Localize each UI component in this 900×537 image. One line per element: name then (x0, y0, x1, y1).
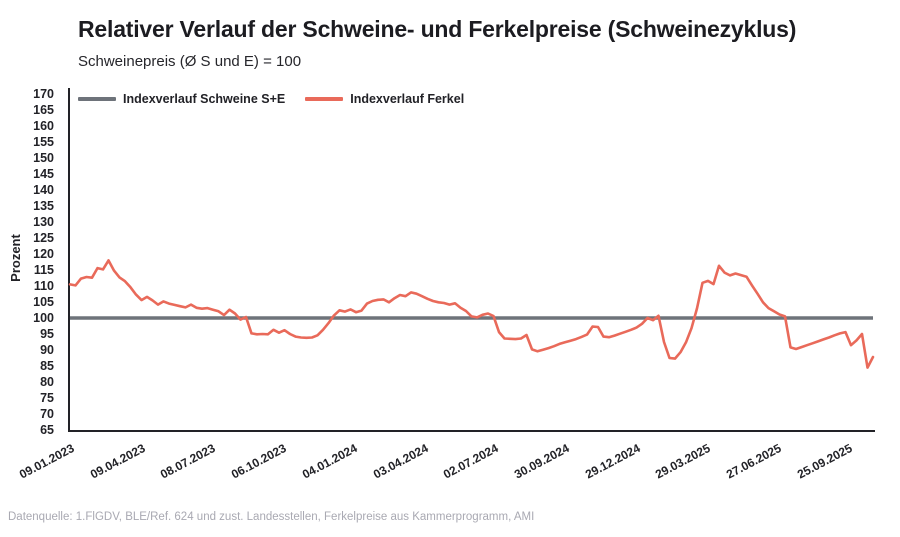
y-tick-label: 70 (40, 407, 54, 421)
y-tick-label: 80 (40, 375, 54, 389)
y-tick-label: 170 (33, 87, 54, 101)
legend-swatch-ferkel (305, 97, 344, 101)
y-tick-label: 135 (33, 199, 54, 213)
legend: Indexverlauf Schweine S+E Indexverlauf F… (78, 92, 464, 106)
y-tick-label: 110 (33, 279, 54, 293)
plot-area (68, 259, 875, 369)
x-tick-label: 06.10.2023 (229, 441, 289, 482)
y-tick-label: 90 (40, 343, 54, 357)
x-tick-label: 09.04.2023 (87, 441, 148, 482)
y-tick-label: 85 (40, 359, 54, 373)
page-title: Relativer Verlauf der Schweine- und Ferk… (78, 16, 797, 42)
y-tick-label: 155 (33, 135, 54, 149)
x-tick-label: 29.12.2024 (582, 441, 643, 482)
legend-label-schweine: Indexverlauf Schweine S+E (123, 92, 286, 106)
x-tick-label: 08.07.2023 (158, 441, 218, 482)
legend-label-ferkel: Indexverlauf Ferkel (350, 92, 465, 106)
y-tick-label: 160 (33, 119, 54, 133)
x-tick-label: 03.04.2024 (370, 441, 431, 482)
y-tick-label: 100 (33, 311, 54, 325)
x-tick-label: 25.09.2025 (794, 441, 855, 482)
y-tick-label: 95 (40, 327, 54, 341)
x-tick-label: 29.03.2025 (653, 441, 713, 482)
y-tick-label: 105 (33, 295, 54, 309)
chart-subtitle: Schweinepreis (Ø S und E) = 100 (78, 53, 302, 70)
y-tick-label: 165 (33, 103, 54, 117)
y-tick-label: 115 (33, 263, 54, 277)
legend-item-ferkel: Indexverlauf Ferkel (305, 92, 464, 106)
x-tick-label: 09.01.2023 (16, 441, 77, 482)
x-axis-line (68, 430, 875, 432)
legend-swatch-schweine (78, 97, 116, 101)
legend-item-schweine: Indexverlauf Schweine S+E (78, 92, 285, 106)
ferkel-index-line (68, 259, 875, 369)
source-note: Datenquelle: 1.FlGDV, BLE/Ref. 624 und z… (8, 511, 535, 523)
y-tick-label: 150 (33, 151, 54, 165)
y-axis-line (68, 88, 70, 432)
y-tick-label: 140 (33, 183, 54, 197)
x-tick-label: 02.07.2024 (441, 441, 501, 482)
y-tick-label: 130 (33, 215, 54, 229)
y-tick-label: 145 (33, 167, 54, 181)
x-tick-label: 27.06.2025 (724, 441, 784, 482)
y-tick-label: 120 (33, 247, 54, 261)
x-tick-label: 30.09.2024 (511, 441, 572, 482)
x-tick-label: 04.01.2024 (299, 441, 360, 482)
y-tick-label: 125 (33, 231, 54, 245)
y-tick-label: 75 (40, 391, 54, 405)
y-tick-label: 65 (40, 423, 54, 437)
